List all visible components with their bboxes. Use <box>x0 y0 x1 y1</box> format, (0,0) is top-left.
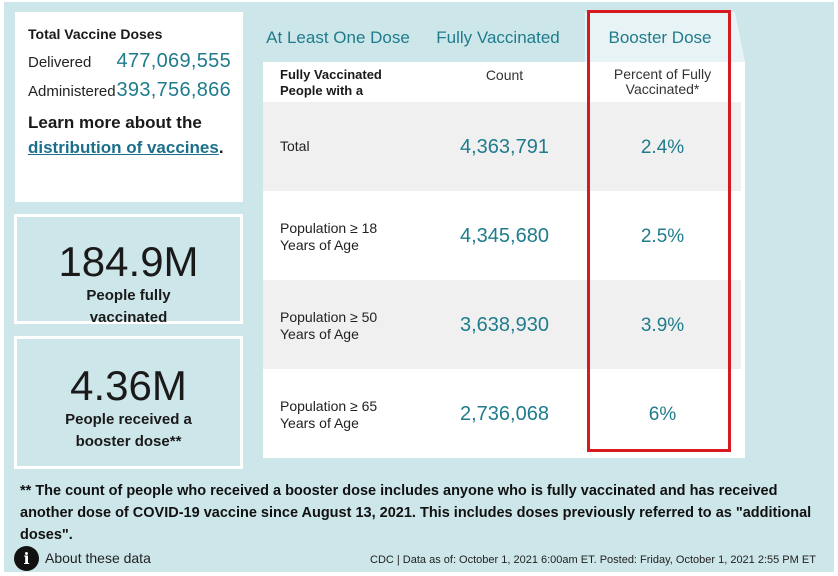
tab-active-background <box>585 12 745 62</box>
vaccination-table: At Least One Dose Fully Vaccinated Boost… <box>263 12 745 458</box>
row-count: 4,345,680 <box>460 225 549 247</box>
tab-notch <box>735 12 745 62</box>
table-row: Total 4,363,791 2.4% <box>263 102 741 191</box>
row-label: Population ≥ 65 Years of Age <box>280 398 378 431</box>
row-percent: 3.9% <box>640 315 685 336</box>
table-row: Population ≥ 18 Years of Age 4,345,680 2… <box>263 191 741 280</box>
row-percent: 6% <box>648 404 677 425</box>
fully-vaccinated-value: 184.9M <box>58 238 199 285</box>
fully-vaccinated-card: 184.9M People fully vaccinated <box>14 214 243 326</box>
learn-more-text: Learn more about the distribution of vac… <box>28 110 231 160</box>
header-percent: Percent of Fully Vaccinated* <box>613 66 712 97</box>
row-percent: 2.4% <box>640 137 685 158</box>
row-label: Population ≥ 18 Years of Age <box>280 220 378 253</box>
table-row: Population ≥ 50 Years of Age 3,638,930 3… <box>263 280 741 369</box>
distribution-link[interactable]: distribution of vaccines <box>28 138 219 157</box>
row-count: 3,638,930 <box>460 314 549 336</box>
fully-vaccinated-label: People fully vaccinated <box>86 287 171 326</box>
row-label: Population ≥ 50 Years of Age <box>280 309 378 342</box>
administered-label: Administered <box>28 83 116 100</box>
booster-column-highlight <box>587 10 731 452</box>
total-doses-title: Total Vaccine Doses <box>28 26 163 42</box>
tab-fully-vaccinated[interactable]: Fully Vaccinated <box>436 27 560 47</box>
booster-value: 4.36M <box>70 362 187 409</box>
delivered-row: Delivered 477,069,555 <box>28 50 231 73</box>
row-percent: 2.5% <box>640 226 685 247</box>
booster-label: People received a booster dose** <box>65 411 192 450</box>
tab-at-least-one-dose[interactable]: At Least One Dose <box>266 27 410 47</box>
booster-footnote: ** The count of people who received a bo… <box>20 483 812 543</box>
about-data-link[interactable]: About these data <box>45 550 151 566</box>
delivered-value: 477,069,555 <box>116 50 231 72</box>
row-label: Total <box>280 138 310 154</box>
source-note: CDC | Data as of: October 1, 2021 6:00am… <box>370 554 816 566</box>
table-row: Population ≥ 65 Years of Age 2,736,068 6… <box>263 369 741 458</box>
learn-more-suffix: . <box>218 138 224 157</box>
learn-more-prefix: Learn more about the <box>28 113 202 132</box>
total-doses-card: Total Vaccine Doses Delivered 477,069,55… <box>15 12 243 202</box>
info-icon[interactable]: i <box>14 546 39 571</box>
delivered-label: Delivered <box>28 54 92 71</box>
tab-booster-dose[interactable]: Booster Dose <box>608 27 712 47</box>
row-count: 4,363,791 <box>460 136 549 158</box>
row-count: 2,736,068 <box>460 403 549 425</box>
header-count: Count <box>485 67 524 83</box>
booster-card: 4.36M People received a booster dose** <box>14 336 243 469</box>
administered-row: Administered 393,756,866 <box>28 79 231 102</box>
administered-value: 393,756,866 <box>116 79 231 101</box>
header-category: Fully Vaccinated People with a <box>280 67 382 98</box>
